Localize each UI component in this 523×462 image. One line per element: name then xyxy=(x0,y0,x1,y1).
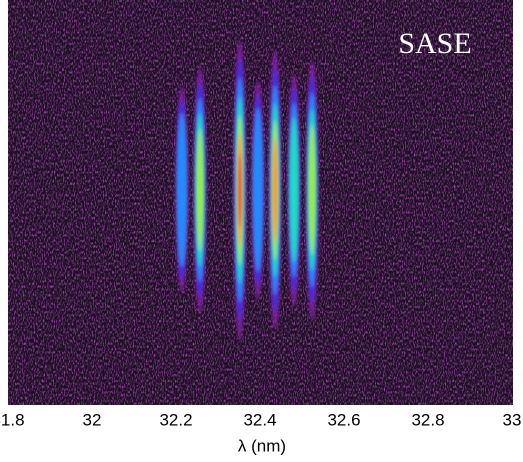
spectral-line xyxy=(233,40,247,340)
line-level xyxy=(196,128,204,252)
x-tick-label: 32 xyxy=(83,410,102,429)
spectral-line xyxy=(175,87,189,293)
annotation: SASE xyxy=(398,27,471,60)
x-axis-label: λ (nm) xyxy=(238,436,286,455)
spectral-line xyxy=(305,60,319,320)
plot-area xyxy=(8,0,513,405)
x-tick-label: 32.6 xyxy=(327,410,360,429)
x-tick-label: 32.2 xyxy=(159,410,192,429)
line-level xyxy=(253,107,263,273)
spectral-line xyxy=(251,80,265,300)
x-tick-label: 31.8 xyxy=(0,410,25,429)
spectral-line xyxy=(287,73,301,307)
x-tick-label: 32.4 xyxy=(243,410,276,429)
line-level xyxy=(289,117,299,263)
spectral-line xyxy=(193,67,207,313)
line-level xyxy=(308,125,316,255)
line-level xyxy=(238,152,242,228)
line-level xyxy=(272,137,278,243)
spectral-line xyxy=(268,50,282,330)
line-level xyxy=(177,112,187,268)
x-tick-label: 32.8 xyxy=(411,410,444,429)
x-tick-label: 33 xyxy=(503,410,522,429)
spectral-lines xyxy=(175,40,319,340)
